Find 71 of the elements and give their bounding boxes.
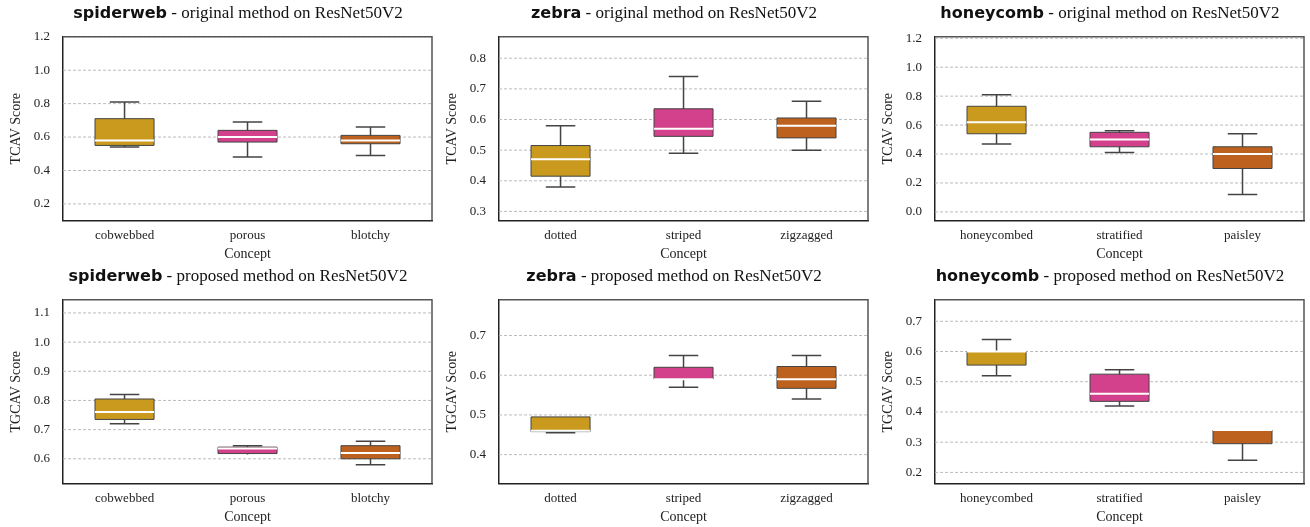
y-tick-label: 0.7 [33,421,51,437]
x-tick-label: blotchy [351,489,391,505]
y-tick-label: 0.6 [469,110,487,126]
x-tick-label: zigzagged [780,489,834,505]
y-tick-label: 0.8 [905,87,923,103]
y-tick-label: 0.8 [33,95,51,111]
x-tick-label: porous [229,226,266,242]
y-tick-label: 1.0 [33,333,51,349]
y-tick-label: 0.8 [33,391,51,407]
y-tick-label: 0.2 [905,174,923,190]
x-axis-title: Concept [1096,246,1143,262]
x-axis-title: Concept [224,509,271,525]
y-tick-label: 0.0 [905,203,923,219]
x-tick-label: zigzagged [780,226,834,242]
y-tick-label: 0.4 [33,161,51,177]
y-tick-label: 1.1 [33,304,51,320]
y-tick-label: 0.9 [33,362,51,378]
y-tick-label: 0.2 [905,463,923,479]
y-tick-label: 1.0 [905,58,923,74]
y-tick-label: 0.4 [469,446,487,462]
y-tick-label: 0.6 [469,366,487,382]
x-tick-label: honeycombed [960,226,1034,242]
chart-title: zebra - original method on ResNet50V2 [530,2,818,24]
y-tick-label: 0.5 [469,141,487,157]
chart-title: honeycomb - original method on ResNet50V2 [939,2,1281,24]
y-tick-label: 0.6 [905,116,923,132]
x-tick-label: cobwebbed [94,226,155,242]
x-tick-label: stratified [1096,489,1144,505]
y-tick-label: 0.7 [469,80,487,96]
y-tick-label: 0.4 [905,403,923,419]
y-axis-title: TCAV Score [8,92,24,165]
x-tick-label: paisley [1224,226,1262,242]
y-axis-title: TGCAV Score [880,350,896,433]
chart-title: honeycomb - proposed method on ResNet50V2 [934,265,1286,287]
x-tick-label: dotted [544,489,578,505]
chart-title: spiderweb - original method on ResNet50V2 [72,2,404,24]
x-tick-label: striped [665,226,702,242]
y-tick-label: 0.3 [905,433,923,449]
x-tick-label: striped [665,489,702,505]
y-tick-label: 0.7 [905,312,923,328]
x-tick-label: stratified [1096,226,1144,242]
y-tick-label: 0.6 [33,450,51,466]
y-axis-title: TGCAV Score [444,350,460,433]
x-tick-label: paisley [1224,489,1262,505]
x-axis-title: Concept [224,246,271,262]
y-tick-label: 0.7 [469,326,487,342]
x-tick-label: dotted [544,226,578,242]
x-axis-title: Concept [1096,509,1143,525]
y-tick-label: 1.2 [33,28,51,44]
y-tick-label: 0.5 [905,373,923,389]
y-tick-label: 0.2 [33,195,51,211]
y-axis-title: TCAV Score [444,92,460,165]
x-tick-label: porous [229,489,266,505]
y-tick-label: 1.0 [33,61,51,77]
x-axis-title: Concept [660,509,707,525]
y-tick-label: 1.2 [905,29,923,45]
y-tick-label: 0.6 [905,342,923,358]
y-tick-label: 0.4 [905,145,923,161]
y-axis-title: TCAV Score [880,92,896,165]
y-tick-label: 0.3 [469,202,487,218]
y-axis-title: TGCAV Score [8,350,24,433]
y-tick-label: 0.4 [469,172,487,188]
chart-title: spiderweb - proposed method on ResNet50V2 [67,265,409,287]
y-tick-label: 0.5 [469,406,487,422]
x-axis-title: Concept [660,246,707,262]
y-tick-label: 0.8 [469,49,487,65]
x-tick-label: cobwebbed [94,489,155,505]
y-tick-label: 0.6 [33,128,51,144]
x-tick-label: honeycombed [960,489,1034,505]
chart-title: zebra - proposed method on ResNet50V2 [525,265,823,287]
x-tick-label: blotchy [351,226,391,242]
